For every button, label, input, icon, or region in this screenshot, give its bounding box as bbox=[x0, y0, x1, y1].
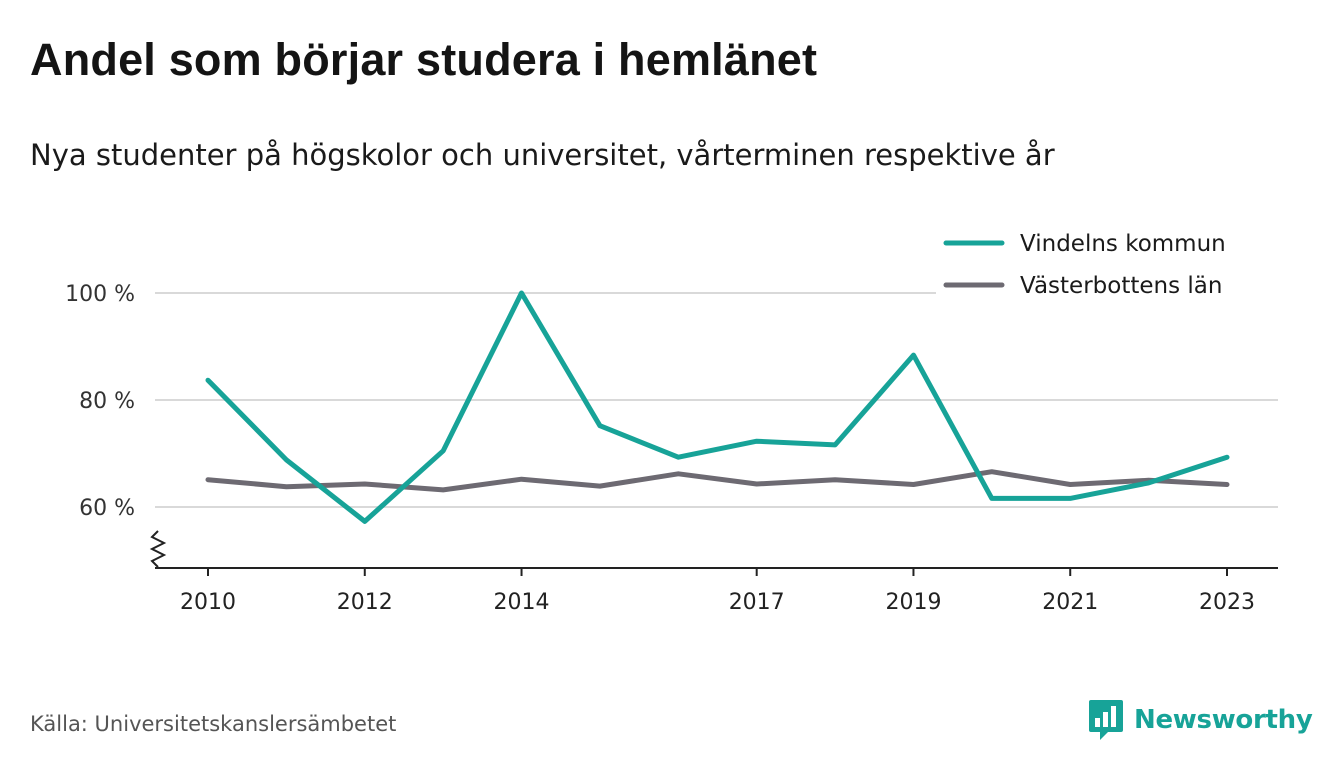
x-tick-label: 2021 bbox=[1042, 590, 1098, 615]
x-tick-label: 2014 bbox=[494, 590, 550, 615]
legend-label: Västerbottens län bbox=[1020, 273, 1222, 299]
x-tick-label: 2012 bbox=[337, 590, 393, 615]
x-tick-label: 2010 bbox=[180, 590, 236, 615]
series-line-0 bbox=[205, 290, 1230, 524]
chart-subtitle: Nya studenter på högskolor och universit… bbox=[30, 138, 1055, 172]
source-note: Källa: Universitetskanslersämbetet bbox=[30, 712, 397, 736]
x-axis-ticks: 2010 2012 2014 2017 2019 2021 2023 bbox=[180, 568, 1255, 615]
axis-break-icon bbox=[149, 530, 167, 568]
brand-logo[interactable]: Newsworthy bbox=[1088, 698, 1313, 742]
newsworthy-logo-icon bbox=[1089, 700, 1123, 740]
grid-lines bbox=[155, 292, 1278, 508]
axes bbox=[149, 530, 1278, 569]
x-tick-label: 2019 bbox=[885, 590, 941, 615]
series-lines bbox=[205, 290, 1230, 524]
legend-label: Vindelns kommun bbox=[1020, 231, 1226, 257]
y-tick-label: 60 % bbox=[79, 496, 135, 521]
series-line-1 bbox=[205, 469, 1230, 493]
brand-name: Newsworthy bbox=[1134, 705, 1313, 735]
y-axis-ticks: 100 % 80 % 60 % bbox=[65, 282, 135, 521]
x-tick-label: 2017 bbox=[729, 590, 785, 615]
y-tick-label: 100 % bbox=[65, 282, 135, 307]
chart-title: Andel som börjar studera i hemlänet bbox=[30, 34, 818, 85]
x-tick-label: 2023 bbox=[1199, 590, 1255, 615]
legend: Vindelns kommun Västerbottens län bbox=[936, 225, 1280, 303]
y-tick-label: 80 % bbox=[79, 389, 135, 414]
